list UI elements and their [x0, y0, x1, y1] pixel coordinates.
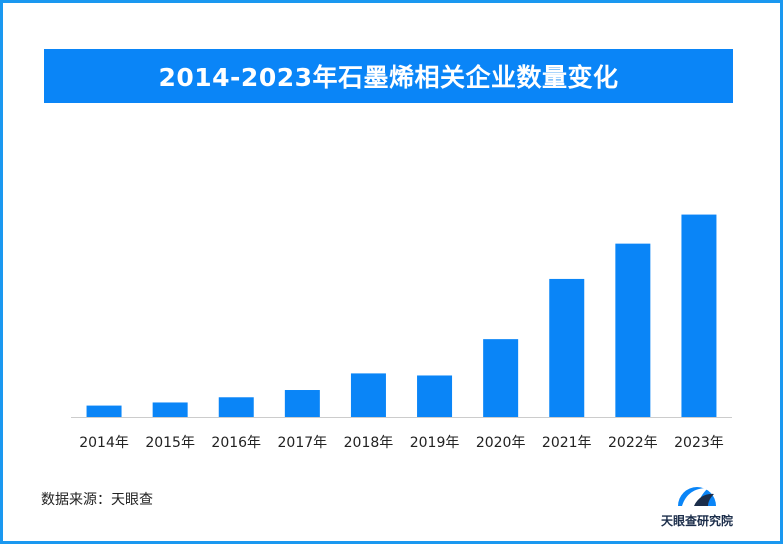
bar-2 [218, 397, 254, 417]
x-tick-label-1: 2015年 [145, 435, 195, 451]
x-tick-label-2: 2016年 [211, 435, 261, 451]
bar-9 [681, 214, 717, 417]
x-tick-label-6: 2020年 [476, 435, 526, 451]
bar-4 [350, 373, 386, 417]
bar-7 [549, 278, 585, 417]
logo-text: 天眼查研究院 [660, 514, 733, 528]
x-tick-label-4: 2018年 [344, 435, 394, 451]
tianyancha-logo-icon [678, 487, 716, 506]
x-tick-label-3: 2017年 [278, 435, 328, 451]
x-tick-label-9: 2023年 [674, 435, 724, 451]
bar-1 [152, 402, 188, 417]
bar-3 [284, 390, 320, 417]
tianyancha-logo: 天眼查研究院 [652, 466, 742, 532]
chart-title: 2014-2023年石墨烯相关企业数量变化 [158, 63, 619, 92]
x-tick-label-0: 2014年 [79, 435, 129, 451]
bar-8 [615, 243, 651, 417]
x-tick-label-5: 2019年 [410, 435, 460, 451]
bar-0 [86, 405, 122, 417]
x-tick-label-8: 2022年 [608, 435, 658, 451]
title-banner: 2014-2023年石墨烯相关企业数量变化 [44, 49, 733, 103]
bar-6 [483, 339, 519, 417]
data-source: 数据来源：天眼查 [41, 492, 153, 508]
bar-5 [417, 375, 453, 417]
x-tick-label-7: 2021年 [542, 435, 592, 451]
